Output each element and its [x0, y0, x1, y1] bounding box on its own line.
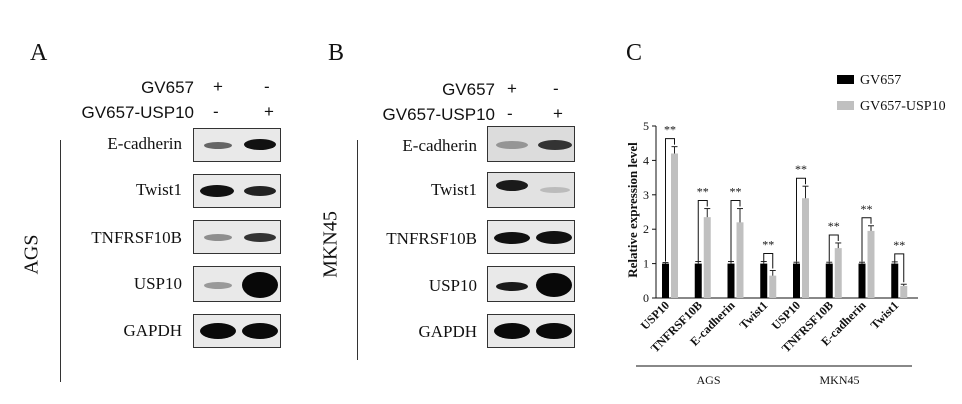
legend-label: GV657	[860, 73, 901, 88]
significance-label: **	[762, 238, 774, 252]
treatment-sign: +	[507, 79, 517, 98]
significance-bracket	[730, 200, 741, 262]
protein-label: E-cadherin	[107, 134, 182, 153]
bar-gv657	[825, 263, 833, 298]
significance-bracket	[894, 253, 905, 283]
protein-label: GAPDH	[123, 321, 182, 340]
bar-gv657	[858, 263, 866, 298]
significance-bracket	[697, 200, 708, 262]
significance-bracket	[861, 217, 872, 262]
protein-label: Twist1	[430, 180, 477, 199]
treatment-sign: +	[213, 77, 223, 96]
y-tick-label: 0	[643, 291, 649, 305]
protein-label: USP10	[133, 274, 182, 293]
protein-label: Twist1	[135, 180, 182, 199]
significance-label: **	[730, 185, 742, 199]
bar-gv657-usp10	[769, 275, 777, 298]
bar-gv657	[694, 263, 702, 298]
blot-strip	[487, 172, 575, 208]
treatment-sign: -	[553, 79, 559, 98]
treatment-sign: -	[507, 104, 513, 123]
y-axis-label: Relative expression level	[625, 142, 640, 278]
panel-label-a: A	[30, 40, 48, 66]
blot-strip	[193, 266, 281, 302]
panel-label-c: C	[626, 40, 643, 66]
x-tick-label: Twist1	[868, 298, 902, 332]
bar-gv657	[727, 263, 735, 298]
bar-gv657	[760, 263, 768, 298]
treatment-label-gv657: GV657	[141, 78, 194, 97]
significance-label: **	[828, 219, 840, 233]
cell-line-bracket	[357, 140, 358, 360]
treatment-label-gv657-usp10: GV657-USP10	[382, 105, 495, 124]
bar-gv657-usp10	[671, 153, 678, 298]
bar-gv657	[891, 263, 899, 298]
y-tick-label: 4	[643, 153, 649, 167]
legend-swatch	[837, 75, 854, 84]
significance-bracket	[796, 177, 806, 262]
significance-bracket	[665, 138, 675, 262]
blot-strip	[193, 174, 281, 208]
chart-axes: 0 1 2 3 4 5	[643, 119, 918, 305]
treatment-sign: -	[213, 102, 219, 121]
bar-gv657-usp10	[834, 248, 842, 298]
bar-gv657-usp10	[867, 230, 875, 298]
y-tick-label: 2	[643, 222, 649, 236]
significance-label: **	[795, 162, 807, 176]
protein-label: TNFRSF10B	[386, 229, 477, 248]
treatment-label-gv657: GV657	[442, 80, 495, 99]
treatment-label-gv657-usp10: GV657-USP10	[81, 103, 194, 122]
significance-label: **	[664, 123, 676, 137]
blot-strip	[193, 128, 281, 162]
blot-strip	[487, 126, 575, 162]
bar-gv657-usp10	[703, 217, 711, 298]
protein-label: GAPDH	[418, 322, 477, 341]
chart-legend: GV657 GV657-USP10	[837, 73, 946, 114]
y-tick-label: 3	[643, 188, 649, 202]
bar-gv657-usp10	[900, 285, 908, 298]
protein-label: TNFRSF10B	[91, 228, 182, 247]
x-tick-label: Twist1	[737, 298, 771, 332]
significance-bracket	[763, 253, 774, 269]
y-tick-label: 5	[643, 119, 649, 133]
treatment-sign: -	[264, 77, 270, 96]
legend-label: GV657-USP10	[860, 99, 946, 114]
bar-gv657-usp10	[736, 222, 744, 298]
blot-strip	[487, 314, 575, 348]
blot-strip	[193, 220, 281, 254]
blot-strip	[193, 314, 281, 348]
blot-strip	[487, 220, 575, 254]
bar-gv657	[662, 263, 669, 298]
significance-label: **	[697, 185, 709, 199]
protein-label: USP10	[428, 276, 477, 295]
y-tick-label: 1	[643, 257, 649, 271]
bar-gv657-usp10	[802, 198, 809, 298]
bar-gv657	[793, 263, 800, 298]
treatment-sign: +	[553, 104, 563, 123]
legend-swatch	[837, 101, 854, 110]
significance-bracket	[828, 234, 839, 262]
treatment-sign: +	[264, 102, 274, 121]
chart-marks: **USP10**TNFRSF10B**E-cadherin**Twist1**…	[636, 123, 912, 387]
significance-label: **	[893, 238, 905, 252]
significance-label: **	[861, 202, 873, 216]
group-label: AGS	[696, 373, 720, 387]
protein-label: E-cadherin	[402, 136, 477, 155]
blot-strip	[487, 266, 575, 302]
cell-line-bracket	[60, 140, 61, 382]
panel-label-b: B	[328, 40, 345, 66]
group-label: MKN45	[819, 373, 859, 387]
